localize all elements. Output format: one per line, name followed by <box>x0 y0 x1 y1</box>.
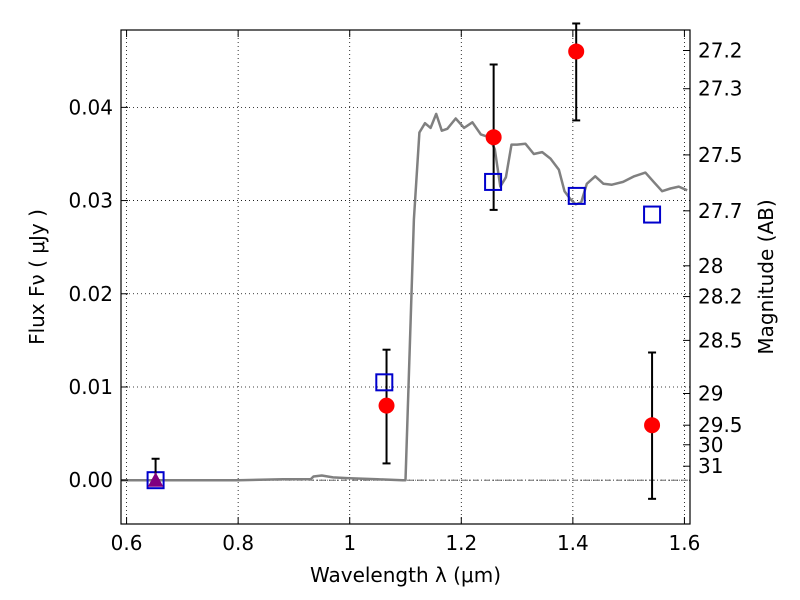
plot-series <box>121 22 688 500</box>
right-tick-label: 27.7 <box>698 199 743 223</box>
right-tick-label: 28.2 <box>698 285 743 309</box>
y-tick-label: 0.01 <box>68 375 113 399</box>
upper-limit-triangle <box>147 472 164 487</box>
model-flux-square <box>643 205 662 224</box>
y-axis-label: Flux Fν ( μJy ) <box>25 209 49 345</box>
right-tick-label: 29.5 <box>698 413 743 437</box>
right-tick-label: 28 <box>698 254 723 278</box>
observed-flux-point <box>644 417 661 434</box>
x-axis-ticks: 0.6 0.8 1 1.2 1.4 1.6 <box>111 30 701 555</box>
y-tick-label: 0.02 <box>68 282 113 306</box>
model-flux-square <box>375 373 394 392</box>
right-tick-label: 28.5 <box>698 328 743 352</box>
right-tick-label: 29 <box>698 382 723 406</box>
right-tick-label: 31 <box>698 454 723 478</box>
right-tick-label: 27.5 <box>698 143 743 167</box>
y-axis-ticks: 0.00 0.01 0.02 0.03 0.04 <box>68 95 128 492</box>
right-axis-label: Magnitude (AB) <box>754 199 778 354</box>
template-spectrum-line <box>121 112 688 482</box>
x-tick-label: 1 <box>343 531 356 555</box>
model-flux-square <box>567 186 586 205</box>
observed-flux-point <box>485 129 502 146</box>
observed-flux-point <box>568 43 585 60</box>
y-tick-label: 0.04 <box>68 95 113 119</box>
observed-flux-point <box>378 397 395 414</box>
x-axis-label: Wavelength λ (μm) <box>310 563 501 587</box>
right-tick-label: 27.2 <box>698 39 743 63</box>
x-tick-label: 1.6 <box>669 531 701 555</box>
right-tick-label: 30 <box>698 433 723 457</box>
x-tick-label: 1.4 <box>557 531 589 555</box>
plot-frame <box>120 29 691 525</box>
model-flux-square <box>484 172 503 191</box>
x-tick-label: 0.6 <box>111 531 143 555</box>
x-tick-label: 1.2 <box>445 531 477 555</box>
x-tick-label: 0.8 <box>222 531 254 555</box>
y-tick-label: 0.00 <box>68 468 113 492</box>
right-tick-label: 27.3 <box>698 77 743 101</box>
y-tick-label: 0.03 <box>68 189 113 213</box>
